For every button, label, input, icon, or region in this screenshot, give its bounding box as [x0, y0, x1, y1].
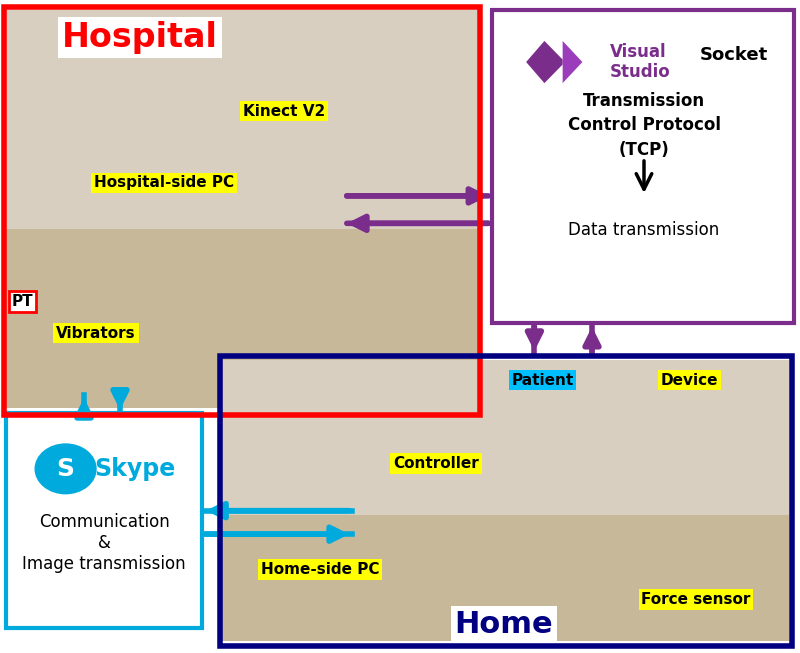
Text: Socket: Socket	[700, 46, 768, 64]
Text: PT: PT	[11, 295, 34, 309]
Text: Home-side PC: Home-side PC	[261, 562, 379, 577]
Text: Visual
Studio: Visual Studio	[610, 42, 670, 82]
Bar	[222, 360, 789, 515]
Text: Communication
&
Image transmission: Communication & Image transmission	[22, 513, 186, 573]
Bar	[4, 7, 480, 415]
Text: (TCP): (TCP)	[618, 140, 670, 159]
Text: Force sensor: Force sensor	[642, 592, 750, 607]
Text: Vibrators: Vibrators	[56, 326, 136, 340]
Text: Transmission: Transmission	[583, 92, 705, 110]
Bar	[6, 10, 478, 229]
Text: S: S	[57, 457, 74, 481]
Bar	[6, 10, 478, 408]
Polygon shape	[526, 41, 562, 83]
Text: Device: Device	[661, 373, 718, 387]
Bar	[222, 360, 789, 641]
Bar	[220, 356, 792, 646]
Text: Kinect V2: Kinect V2	[243, 104, 325, 118]
Text: Hospital: Hospital	[62, 21, 218, 54]
Text: Patient: Patient	[511, 373, 574, 387]
Text: Data transmission: Data transmission	[568, 221, 720, 239]
Polygon shape	[562, 41, 582, 83]
Text: Home: Home	[454, 610, 554, 639]
Text: Control Protocol: Control Protocol	[567, 116, 721, 135]
Text: Controller: Controller	[393, 456, 479, 471]
Text: Hospital-side PC: Hospital-side PC	[94, 176, 234, 190]
Bar	[492, 10, 794, 323]
Bar	[6, 413, 202, 628]
Text: Skype: Skype	[94, 457, 175, 481]
Circle shape	[35, 444, 96, 494]
